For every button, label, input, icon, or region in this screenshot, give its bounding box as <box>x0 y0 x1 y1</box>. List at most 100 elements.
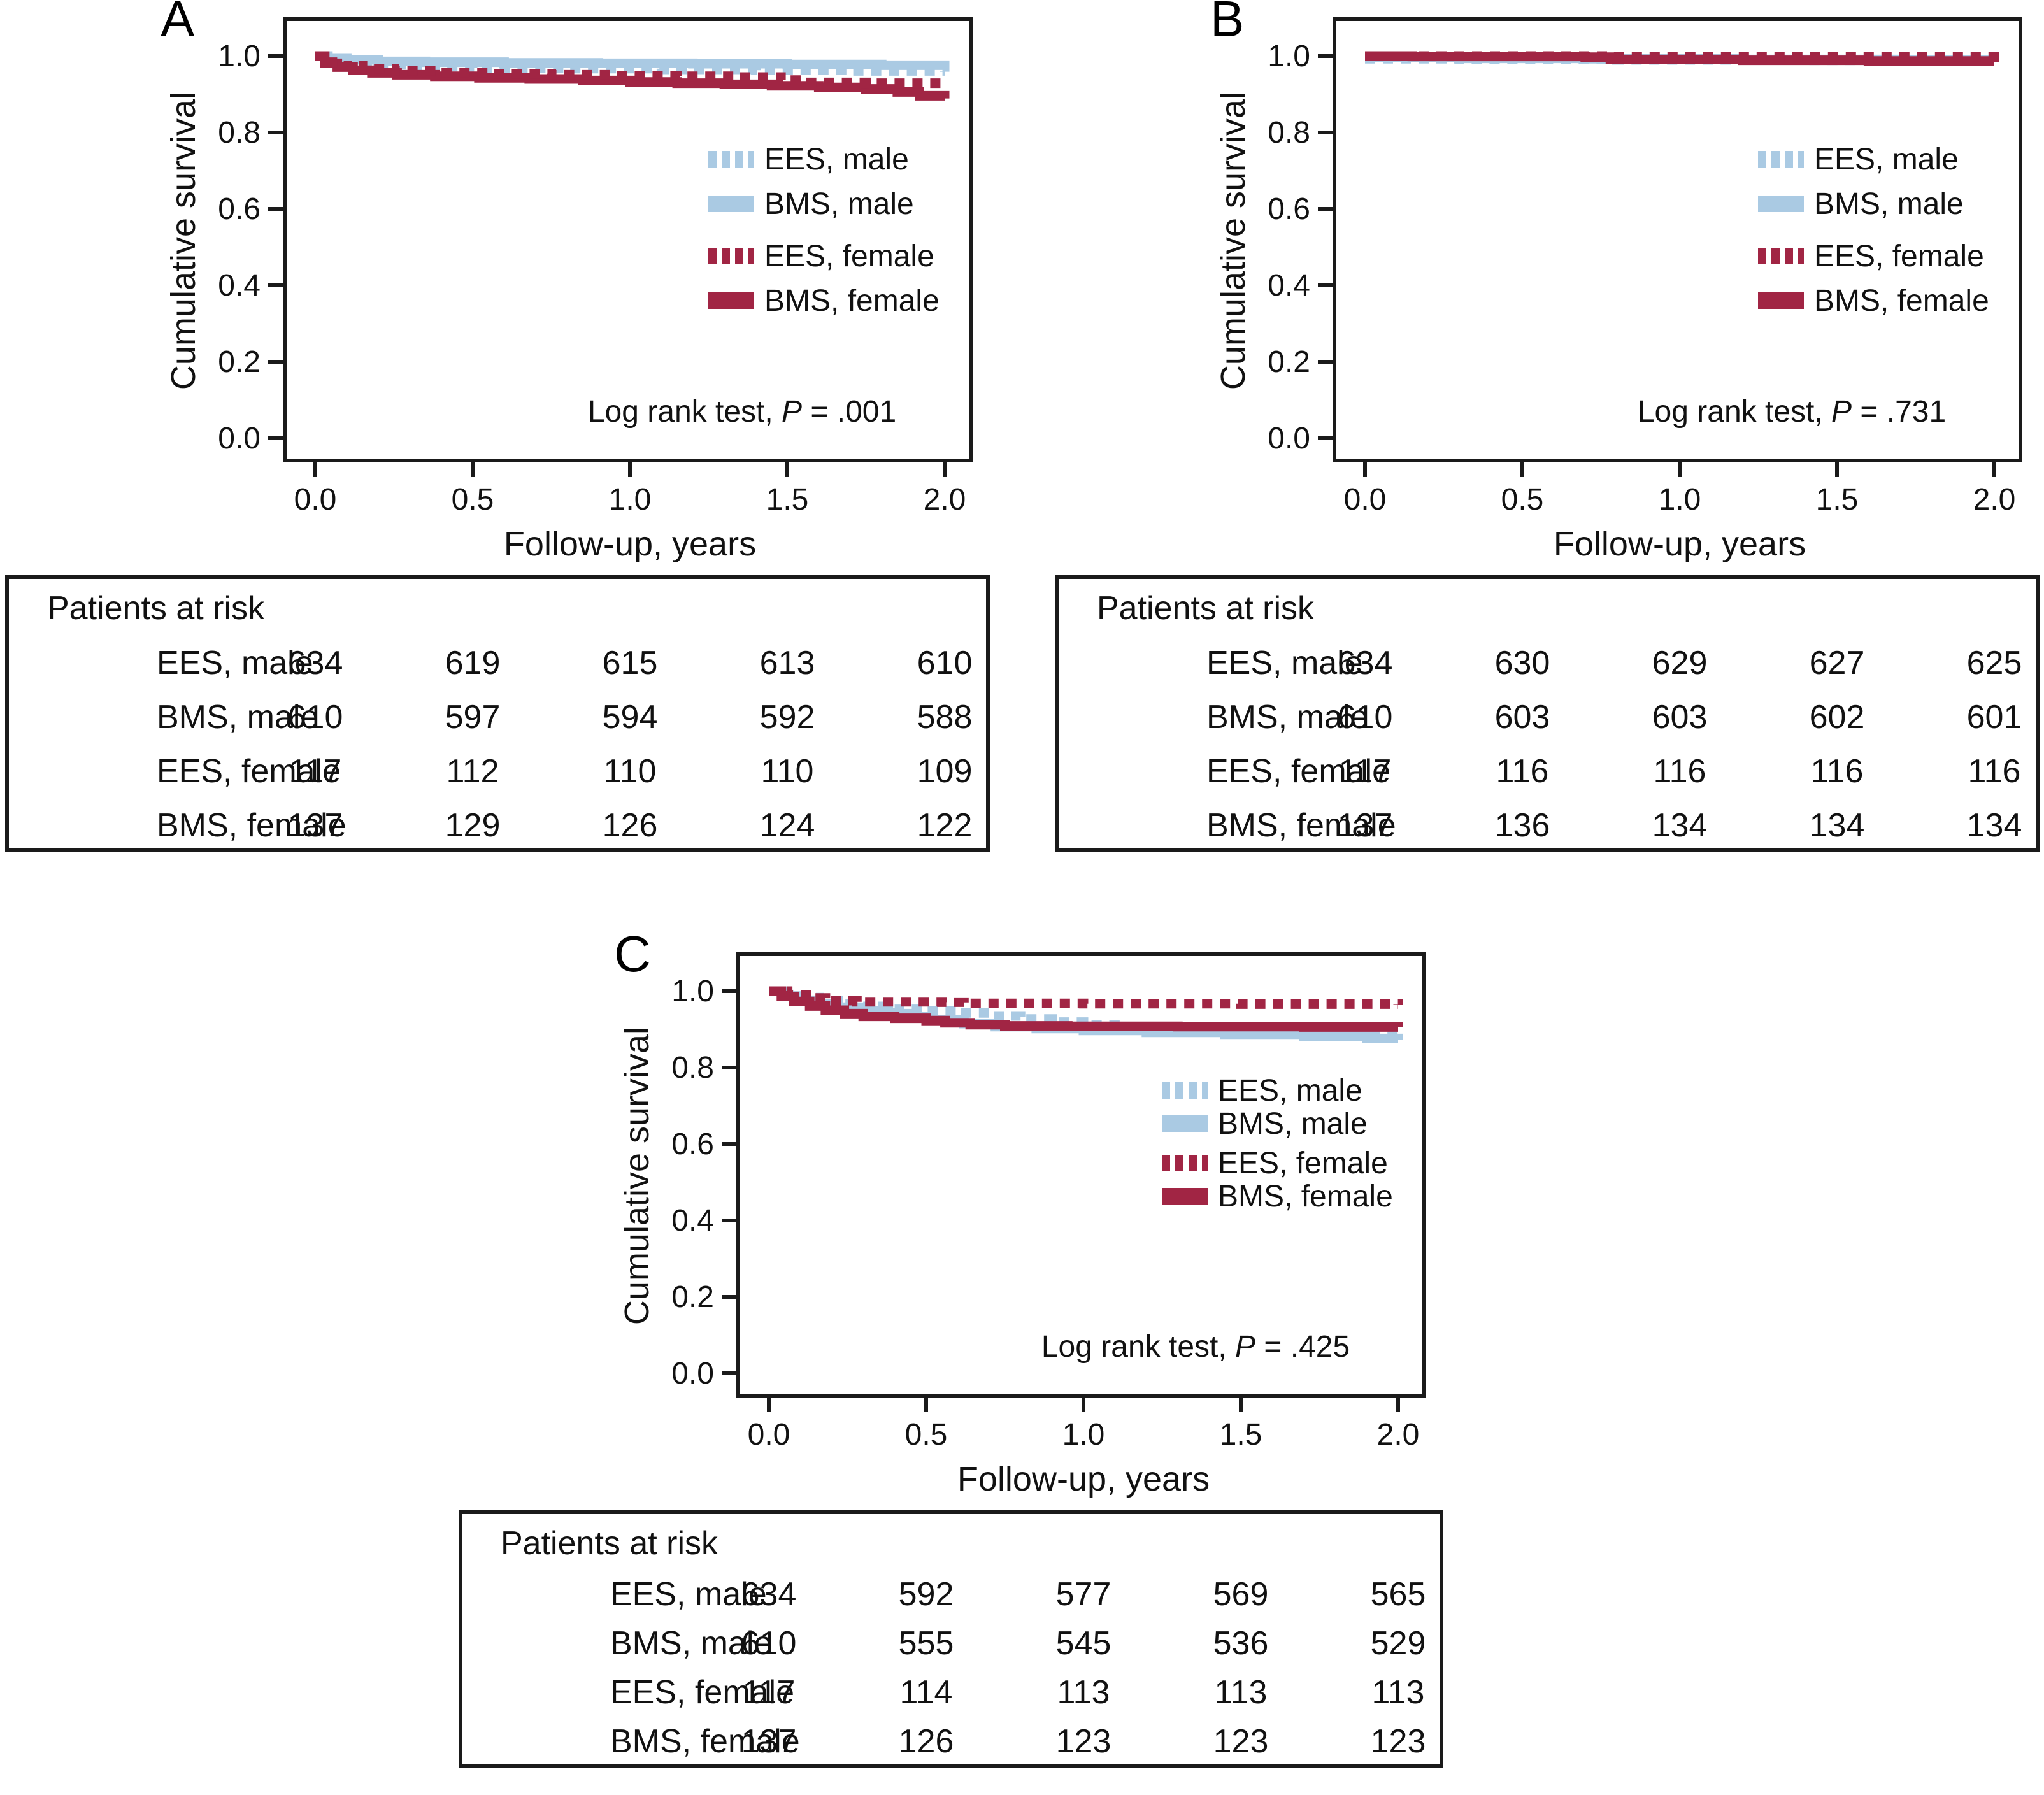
risk-count: 117 <box>742 1674 796 1711</box>
risk-table-row: EES, female 117 116 116 116 116 <box>1059 752 2036 792</box>
x-tick-label: 2.0 <box>1973 483 2016 517</box>
x-tick-label: 0.5 <box>905 1418 948 1452</box>
risk-table-row: BMS, male 610 555 545 536 529 <box>462 1624 1440 1664</box>
risk-count: 545 <box>1055 1625 1111 1662</box>
risk-table-row: BMS, female 137 126 123 123 123 <box>462 1722 1440 1762</box>
x-tick-label: 1.5 <box>1816 483 1859 517</box>
risk-count: 610 <box>741 1625 797 1662</box>
x-axis-title: Follow-up, years <box>1554 525 1806 563</box>
risk-count: 113 <box>1214 1674 1268 1711</box>
risk-row-label: BMS, male <box>610 1625 773 1662</box>
axis-ticks: 1.0 0.8 0.6 0.4 0.2 0.0 0.0 0.5 1.0 1.5 2.0 <box>1268 39 2015 517</box>
chart-legend: EES, male BMS, male EES, female BMS, female <box>708 143 940 318</box>
risk-count: 536 <box>1213 1625 1269 1662</box>
risk-count: 114 <box>899 1674 953 1711</box>
risk-row-label: EES, female <box>157 753 341 790</box>
x-tick-label: 2.0 <box>1377 1418 1420 1452</box>
risk-count: 634 <box>287 645 343 682</box>
risk-count: 634 <box>741 1576 797 1613</box>
y-tick-label: 0.8 <box>671 1051 714 1085</box>
risk-row-label: EES, female <box>610 1674 795 1711</box>
risk-count: 610 <box>287 699 343 736</box>
legend-label: BMS, female <box>1218 1180 1393 1213</box>
risk-count: 113 <box>1057 1674 1110 1711</box>
risk-count: 577 <box>1055 1576 1111 1613</box>
risk-row-label: EES, male <box>610 1576 767 1613</box>
risk-row-label: EES, female <box>1206 753 1391 790</box>
risk-table-row: BMS, male 610 597 594 592 588 <box>9 698 986 738</box>
legend-label: EES, male <box>1218 1074 1362 1108</box>
risk-count: 110 <box>603 753 657 790</box>
y-axis-title: Cumulative survival <box>618 1027 656 1325</box>
x-tick-label: 1.0 <box>1062 1418 1105 1452</box>
y-tick-label: 0.4 <box>1268 269 1310 303</box>
log-rank-annotation: Log rank test, P = .001 <box>588 395 896 429</box>
survival-chart: Cumulative survival Follow-up, years 1.0… <box>164 17 973 563</box>
x-tick-label: 1.0 <box>1659 483 1701 517</box>
panel-a: A Cumulative survival Follow-up, years 1… <box>0 0 997 860</box>
risk-count: 117 <box>289 753 342 790</box>
risk-count: 110 <box>761 753 814 790</box>
risk-count: 116 <box>1810 753 1864 790</box>
risk-count: 625 <box>1966 645 2022 682</box>
survival-chart: Cumulative survival Follow-up, years 1.0… <box>618 952 1426 1498</box>
risk-count: 123 <box>1055 1723 1111 1760</box>
risk-table-title: Patients at risk <box>1097 590 1315 627</box>
risk-count: 610 <box>917 645 973 682</box>
risk-count: 603 <box>1652 699 1708 736</box>
risk-count: 134 <box>1966 807 2022 844</box>
log-rank-annotation: Log rank test, P = .425 <box>1041 1330 1350 1364</box>
risk-count: 137 <box>1337 807 1393 844</box>
panel-b: B Cumulative survival Follow-up, years 1… <box>1050 0 2044 860</box>
risk-count: 137 <box>287 807 343 844</box>
risk-count: 116 <box>1968 753 2021 790</box>
risk-row-label: BMS, female <box>610 1723 800 1760</box>
risk-count: 112 <box>446 753 499 790</box>
risk-count: 124 <box>759 807 815 844</box>
y-tick-label: 1.0 <box>671 975 714 1008</box>
risk-count: 117 <box>1338 753 1392 790</box>
risk-row-label: EES, male <box>157 645 313 682</box>
plot-frame <box>1333 17 2022 462</box>
y-tick-label: 0.8 <box>218 116 261 150</box>
y-tick-label: 1.0 <box>218 39 261 73</box>
survival-curves <box>769 986 1403 1043</box>
risk-count: 619 <box>445 645 501 682</box>
legend-label: BMS, male <box>1814 187 1964 221</box>
risk-count: 601 <box>1966 699 2022 736</box>
y-tick-label: 0.0 <box>1268 422 1310 455</box>
risk-count: 137 <box>741 1723 797 1760</box>
chart-legend: EES, male BMS, male EES, female BMS, female <box>1758 143 1989 318</box>
x-tick-label: 0.0 <box>748 1418 790 1452</box>
risk-count: 129 <box>445 807 501 844</box>
plot-frame <box>283 17 973 462</box>
risk-count: 136 <box>1494 807 1550 844</box>
curve-ees-female <box>315 51 950 89</box>
panel-c: C Cumulative survival Follow-up, years 1… <box>454 929 1450 1795</box>
risk-count: 529 <box>1370 1625 1426 1662</box>
risk-count: 123 <box>1213 1723 1269 1760</box>
y-tick-label: 0.6 <box>671 1127 714 1161</box>
curve-ees-male <box>315 51 950 76</box>
risk-table-row: EES, male 634 592 577 569 565 <box>462 1575 1440 1615</box>
risk-count: 610 <box>1337 699 1393 736</box>
risk-count: 592 <box>759 699 815 736</box>
axis-ticks: 1.0 0.8 0.6 0.4 0.2 0.0 0.0 0.5 1.0 1.5 2.0 <box>218 39 966 517</box>
risk-count: 603 <box>1494 699 1550 736</box>
risk-table-row: BMS, female 137 136 134 134 134 <box>1059 806 2036 846</box>
legend-label: EES, male <box>1814 143 1959 176</box>
x-tick-label: 0.0 <box>1344 483 1387 517</box>
y-tick-label: 1.0 <box>1268 39 1310 73</box>
risk-row-label: BMS, female <box>1206 807 1396 844</box>
risk-count: 123 <box>1370 1723 1426 1760</box>
risk-count: 615 <box>602 645 658 682</box>
x-axis-title: Follow-up, years <box>504 525 756 563</box>
x-tick-label: 0.0 <box>294 483 337 517</box>
x-axis-title: Follow-up, years <box>957 1460 1210 1498</box>
axis-ticks: 1.0 0.8 0.6 0.4 0.2 0.0 0.0 0.5 1.0 1.5 2.0 <box>671 975 1419 1452</box>
risk-count: 602 <box>1809 699 1865 736</box>
risk-count: 592 <box>898 1576 954 1613</box>
y-tick-label: 0.6 <box>218 192 261 226</box>
risk-count: 122 <box>917 807 973 844</box>
y-tick-label: 0.2 <box>218 345 261 379</box>
